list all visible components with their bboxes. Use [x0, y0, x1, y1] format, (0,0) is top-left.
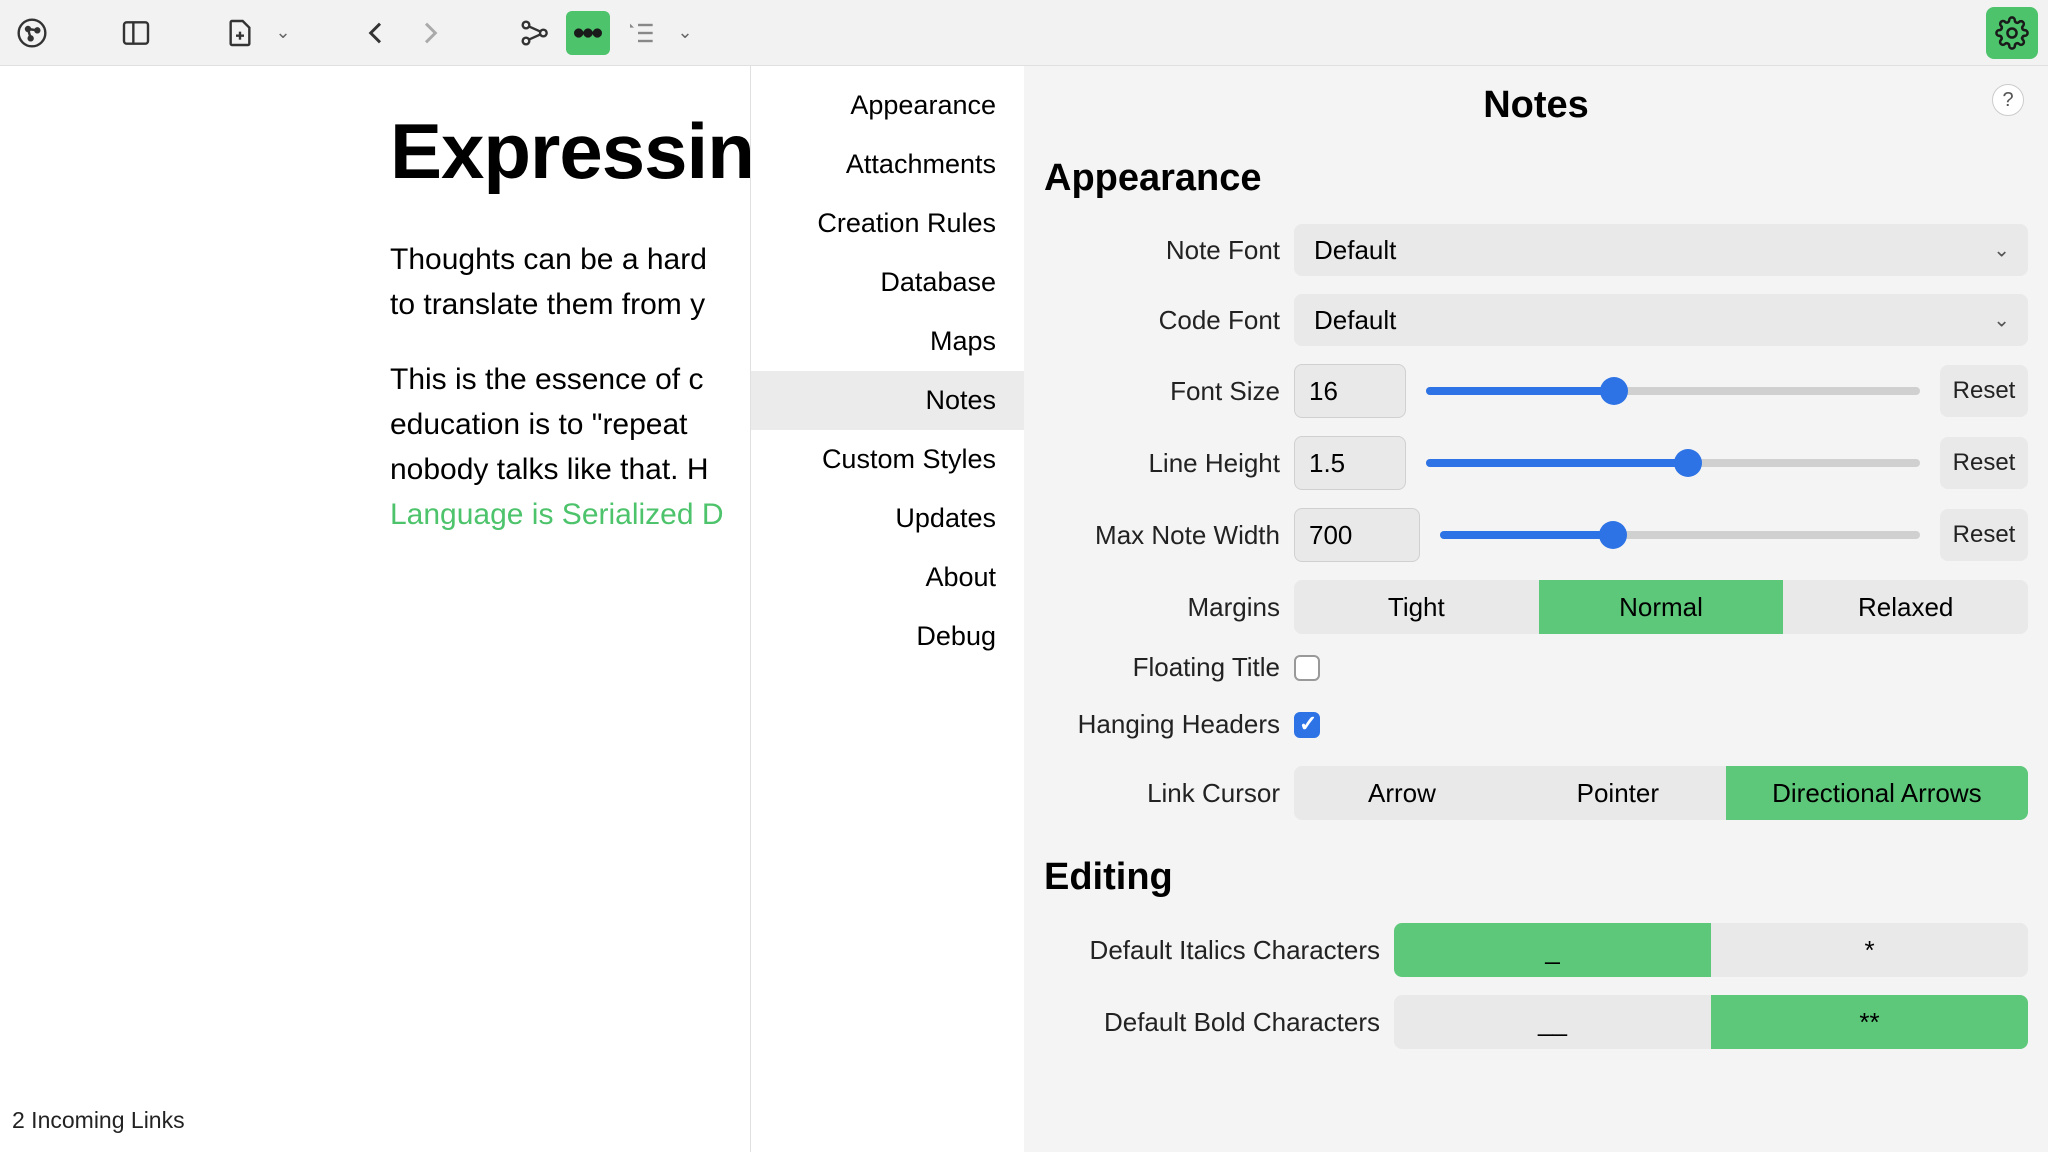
nav-back-icon[interactable] [354, 11, 398, 55]
sidebar-item-attachments[interactable]: Attachments [751, 135, 1024, 194]
margins-relaxed[interactable]: Relaxed [1783, 580, 2028, 634]
margins-segment: Tight Normal Relaxed [1294, 580, 2028, 634]
label-bold: Default Bold Characters [1044, 1007, 1380, 1038]
label-note-font: Note Font [1044, 235, 1280, 266]
incoming-links-count[interactable]: 2 Incoming Links [12, 1107, 185, 1134]
share-graph-icon[interactable] [10, 11, 54, 55]
graph-view-icon[interactable] [512, 11, 556, 55]
chevron-down-icon: ⌄ [1993, 238, 2010, 263]
max-width-input[interactable]: 700 [1294, 508, 1420, 562]
new-note-icon[interactable] [218, 11, 262, 55]
sidebar-item-creation-rules[interactable]: Creation Rules [751, 194, 1024, 253]
panel-title: Notes [1044, 84, 2028, 127]
line-height-input[interactable]: 1.5 [1294, 436, 1406, 490]
italics-asterisk[interactable]: * [1711, 923, 2028, 977]
font-size-slider[interactable] [1426, 387, 1920, 395]
font-size-reset[interactable]: Reset [1940, 365, 2028, 417]
label-margins: Margins [1044, 592, 1280, 623]
split-view-icon[interactable] [114, 11, 158, 55]
nav-forward-icon[interactable] [408, 11, 452, 55]
new-note-dropdown-icon[interactable]: ⌄ [272, 11, 294, 55]
cursor-pointer[interactable]: Pointer [1510, 766, 1726, 820]
sidebar-item-updates[interactable]: Updates [751, 489, 1024, 548]
section-appearance-title: Appearance [1044, 157, 2028, 200]
link-view-icon[interactable] [566, 11, 610, 55]
preferences-main: ? Notes Appearance Note Font Default⌄ Co… [1024, 66, 2048, 1152]
preferences-panel: Appearance Attachments Creation Rules Da… [750, 66, 2048, 1152]
label-code-font: Code Font [1044, 305, 1280, 336]
cursor-directional[interactable]: Directional Arrows [1726, 766, 2028, 820]
label-max-width: Max Note Width [1044, 520, 1280, 551]
toolbar: ⌄ ⌄ [0, 0, 2048, 66]
code-font-select[interactable]: Default⌄ [1294, 294, 2028, 346]
section-editing-title: Editing [1044, 856, 2028, 899]
margins-normal[interactable]: Normal [1539, 580, 1784, 634]
label-italics: Default Italics Characters [1044, 935, 1380, 966]
label-font-size: Font Size [1044, 376, 1280, 407]
note-link[interactable]: Language is Serialized D [390, 498, 724, 531]
label-floating-title: Floating Title [1044, 652, 1280, 683]
margins-tight[interactable]: Tight [1294, 580, 1539, 634]
note-font-select[interactable]: Default⌄ [1294, 224, 2028, 276]
help-button[interactable]: ? [1992, 84, 2024, 116]
bold-segment: __ ** [1394, 995, 2028, 1049]
sidebar-item-database[interactable]: Database [751, 253, 1024, 312]
label-hanging-headers: Hanging Headers [1044, 709, 1280, 740]
preferences-sidebar: Appearance Attachments Creation Rules Da… [751, 66, 1024, 1152]
sidebar-item-debug[interactable]: Debug [751, 607, 1024, 666]
settings-button[interactable] [1986, 7, 2038, 59]
italics-underscore[interactable]: _ [1394, 923, 1711, 977]
sidebar-item-maps[interactable]: Maps [751, 312, 1024, 371]
link-cursor-segment: Arrow Pointer Directional Arrows [1294, 766, 2028, 820]
bold-asterisk[interactable]: ** [1711, 995, 2028, 1049]
italics-segment: _ * [1394, 923, 2028, 977]
sidebar-item-about[interactable]: About [751, 548, 1024, 607]
font-size-input[interactable]: 16 [1294, 364, 1406, 418]
label-link-cursor: Link Cursor [1044, 778, 1280, 809]
cursor-arrow[interactable]: Arrow [1294, 766, 1510, 820]
sidebar-item-custom-styles[interactable]: Custom Styles [751, 430, 1024, 489]
sidebar-item-notes[interactable]: Notes [751, 371, 1024, 430]
sidebar-item-appearance[interactable]: Appearance [751, 76, 1024, 135]
line-height-reset[interactable]: Reset [1940, 437, 2028, 489]
label-line-height: Line Height [1044, 448, 1280, 479]
chevron-down-icon: ⌄ [1993, 308, 2010, 333]
floating-title-checkbox[interactable] [1294, 655, 1320, 681]
max-width-reset[interactable]: Reset [1940, 509, 2028, 561]
view-dropdown-icon[interactable]: ⌄ [674, 11, 696, 55]
line-height-slider[interactable] [1426, 459, 1920, 467]
bold-underscore[interactable]: __ [1394, 995, 1711, 1049]
max-width-slider[interactable] [1440, 531, 1920, 539]
hanging-headers-checkbox[interactable] [1294, 712, 1320, 738]
outline-view-icon[interactable] [620, 11, 664, 55]
